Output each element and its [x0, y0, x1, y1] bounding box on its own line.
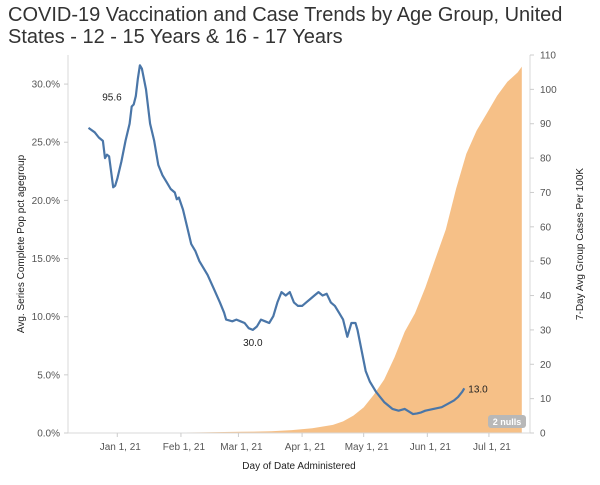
left-tick-label: 25.0%: [32, 138, 60, 149]
chart-title: COVID-19 Vaccination and Case Trends by …: [8, 4, 563, 48]
x-tick-label: Jan 1, 21: [100, 442, 142, 453]
right-tick-label: 50: [540, 257, 552, 268]
left-tick-label: 30.0%: [32, 80, 60, 91]
x-tick-label: Jul 1, 21: [473, 442, 511, 453]
left-tick-label: 15.0%: [32, 254, 60, 265]
x-axis-ticks: Jan 1, 21 Feb 1, 21 Mar 1, 21 Apr 1, 21 May …: [100, 433, 511, 453]
right-tick-label: 20: [540, 360, 552, 371]
data-label: 13.0: [468, 384, 488, 395]
right-tick-label: 60: [540, 222, 552, 233]
right-tick-label: 70: [540, 188, 552, 199]
data-label: 95.6: [102, 92, 122, 103]
right-tick-label: 90: [540, 119, 552, 130]
data-label: 30.0: [243, 338, 263, 349]
x-tick-label: Jun 1, 21: [410, 442, 452, 453]
left-tick-label: 0.0%: [37, 429, 60, 440]
left-tick-label: 20.0%: [32, 196, 60, 207]
nulls-badge[interactable]: 2 nulls: [488, 415, 526, 428]
nulls-badge-label[interactable]: 2 nulls: [493, 417, 522, 427]
left-tick-label: 5.0%: [37, 370, 60, 381]
x-tick-label: May 1, 21: [345, 442, 389, 453]
x-tick-label: Apr 1, 21: [285, 442, 326, 453]
x-tick-label: Mar 1, 21: [220, 442, 263, 453]
right-tick-label: 100: [540, 85, 557, 96]
right-tick-label: 0: [540, 429, 546, 440]
right-tick-label: 30: [540, 325, 552, 336]
right-tick-label: 110: [540, 51, 556, 62]
right-tick-label: 10: [540, 394, 552, 405]
right-axis-ticks: 0 10 20 30 40 50 60 70 80 90 100 110: [530, 51, 557, 440]
x-axis-label: Day of Date Administered: [242, 461, 355, 472]
vaccination-area: [76, 66, 522, 433]
left-axis-label: Avg. Series Complete Pop pct agegroup: [16, 154, 27, 333]
left-tick-label: 10.0%: [32, 312, 60, 323]
right-tick-label: 40: [540, 291, 552, 302]
cases-line: [87, 64, 466, 416]
right-axis-label: 7-Day Avg Group Cases Per 100K: [575, 168, 586, 320]
data-annotations: 95.6 30.0 13.0: [102, 92, 488, 395]
left-axis-ticks: 0.0% 5.0% 10.0% 15.0% 20.0% 25.0% 30.0%: [32, 80, 68, 440]
x-tick-label: Feb 1, 21: [163, 442, 206, 453]
right-tick-label: 80: [540, 154, 552, 165]
